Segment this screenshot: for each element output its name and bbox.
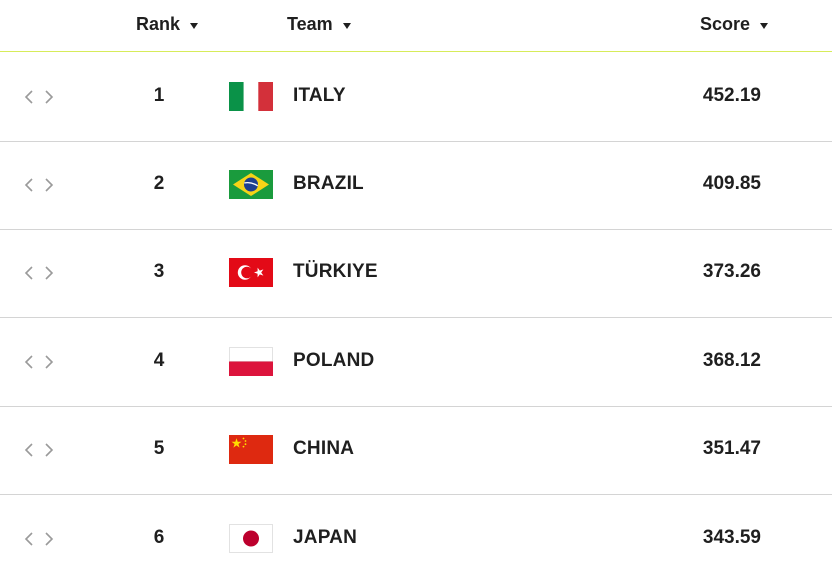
score-value: 409.85 (702, 173, 761, 194)
rank-header-label: Rank (136, 14, 181, 34)
team-header-label: Team (287, 14, 333, 34)
score-value: 452.19 (702, 85, 761, 106)
expand-code-icon[interactable] (24, 175, 54, 195)
expand-code-icon[interactable] (24, 87, 54, 107)
rank-value: 1 (153, 85, 165, 106)
score-value: 373.26 (702, 261, 761, 282)
rank-value: 6 (153, 527, 165, 548)
china-flag-icon (229, 435, 273, 464)
table-header: Rank Team Score (0, 0, 832, 52)
expand-code-icon[interactable] (24, 263, 54, 283)
japan-flag-icon (229, 524, 273, 553)
score-column-header[interactable]: Score (700, 14, 769, 35)
poland-flag-icon (229, 347, 273, 376)
rank-value: 2 (153, 173, 165, 194)
score-value: 351.47 (702, 438, 761, 459)
team-name[interactable]: POLAND (293, 350, 375, 371)
team-name[interactable]: CHINA (293, 438, 355, 459)
brazil-flag-icon (229, 170, 273, 199)
team-name[interactable]: TÜRKIYE (293, 261, 378, 282)
rank-value: 4 (153, 350, 165, 371)
italy-flag-icon (229, 82, 273, 111)
team-name[interactable]: JAPAN (293, 527, 357, 548)
sort-caret-icon (760, 22, 769, 29)
table-row: 6 JAPAN 343.59 (0, 496, 832, 584)
rank-value: 5 (153, 438, 165, 459)
table-row: 5 CHINA 351.47 (0, 407, 832, 495)
team-name[interactable]: BRAZIL (293, 173, 364, 194)
score-header-label: Score (700, 14, 751, 34)
score-value: 343.59 (702, 527, 761, 548)
expand-code-icon[interactable] (24, 440, 54, 460)
team-name[interactable]: ITALY (293, 85, 346, 106)
turkiye-flag-icon (229, 258, 273, 287)
team-column-header[interactable]: Team (287, 14, 351, 35)
expand-code-icon[interactable] (24, 352, 54, 372)
rank-value: 3 (153, 261, 165, 282)
expand-code-icon[interactable] (24, 529, 54, 549)
table-row: 2 BRAZIL 409.85 (0, 142, 832, 230)
sort-caret-icon (190, 22, 199, 29)
table-row: 3 TÜRKIYE 373.26 (0, 230, 832, 318)
score-value: 368.12 (702, 350, 761, 371)
table-row: 4 POLAND 368.12 (0, 319, 832, 407)
rank-column-header[interactable]: Rank (136, 14, 199, 35)
sort-caret-icon (342, 22, 351, 29)
table-row: 1 ITALY 452.19 (0, 54, 832, 142)
